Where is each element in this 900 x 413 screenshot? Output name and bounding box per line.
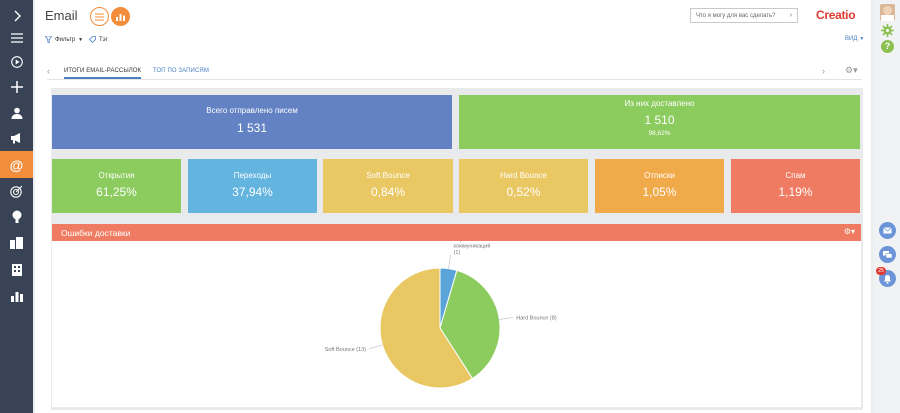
megaphone-icon[interactable]: [0, 125, 33, 150]
metric-tile-hard-bounce[interactable]: Hard Bounce 0,52%: [459, 159, 588, 213]
view-menu-button[interactable]: ВИД ▼: [845, 36, 864, 42]
email-panel-icon[interactable]: [879, 222, 896, 239]
list-icon: [95, 13, 104, 20]
org-icon[interactable]: [0, 230, 33, 255]
building-icon[interactable]: [0, 257, 33, 282]
avatar[interactable]: [880, 4, 895, 21]
metric-tile-clicks[interactable]: Переходы 37,94%: [188, 159, 317, 213]
plus-icon[interactable]: [0, 74, 33, 99]
notifications-badge: 25: [876, 267, 886, 275]
command-search-input[interactable]: Что я могу для вас сделать? ›: [690, 8, 798, 23]
main-content: Email Что я могу для вас сделать? › Crea…: [35, 0, 871, 413]
filter-icon: [45, 36, 52, 43]
chart-header: Ошибки доставки ⚙▾: [52, 224, 861, 241]
metric-label: Переходы: [233, 171, 272, 180]
list-view-button[interactable]: [90, 7, 109, 26]
delivered-label: Из них доставлено: [624, 99, 695, 108]
metric-label: Спам: [785, 171, 806, 180]
bar-chart-icon[interactable]: [0, 283, 33, 308]
chevron-right-icon: ›: [789, 12, 792, 19]
target-icon[interactable]: [0, 179, 33, 204]
pie-label-hard-bounce: Hard Bounce (8): [516, 315, 557, 321]
dashboard-tabs: ‹ ИТОГИ EMAIL-РАССЫЛОК ТОП ПО ЗАПИСЯМ › …: [47, 65, 862, 80]
metric-label: Soft Bounce: [366, 171, 410, 180]
sent-value: 1 531: [236, 121, 268, 135]
filter-label: Фильтр: [55, 36, 76, 43]
metric-value: 61,25%: [96, 185, 137, 199]
metric-value: 1,19%: [778, 185, 813, 199]
pie-slice-soft-bounce[interactable]: [379, 267, 474, 389]
metric-tile-opens[interactable]: Открытия 61,25%: [52, 159, 181, 213]
tag-label: Тэг: [99, 36, 108, 43]
gear-icon[interactable]: [881, 24, 894, 37]
delivered-percent: 98,62%: [648, 130, 671, 137]
tag-icon: [89, 36, 96, 43]
metric-label: Открытия: [98, 171, 135, 180]
sent-tile[interactable]: Всего отправлено писем 1 531: [52, 95, 452, 149]
sent-label: Всего отправлено писем: [206, 106, 298, 115]
delivered-value: 1 510: [644, 113, 675, 127]
analytics-icon: [116, 13, 125, 21]
pie-label-leader: [499, 317, 514, 320]
chat-icon[interactable]: [879, 246, 896, 263]
pie-slice-hard-bounce[interactable]: [439, 269, 501, 380]
tabs-next-icon[interactable]: ›: [822, 66, 825, 76]
menu-icon[interactable]: [0, 25, 33, 50]
play-icon[interactable]: [0, 49, 33, 74]
search-placeholder: Что я могу для вас сделать?: [696, 12, 776, 19]
metric-value: 1,05%: [642, 185, 677, 199]
metric-tile-spam[interactable]: Спам 1,19%: [731, 159, 860, 213]
tabs-prev-icon[interactable]: ‹: [47, 66, 50, 76]
tabs-settings-icon[interactable]: ⚙▾: [845, 65, 858, 75]
metric-label: Отписки: [644, 171, 675, 180]
at-icon[interactable]: @: [0, 151, 33, 178]
chevron-right-icon[interactable]: [0, 3, 33, 28]
pie-chart: Ограничениекоммуникаций(1) Hard Bounce (8…: [325, 241, 557, 389]
pie-label-soft-bounce: Soft Bounce (13): [325, 347, 366, 353]
tab-email-summary[interactable]: ИТОГИ EMAIL-РАССЫЛОК: [64, 68, 142, 79]
tab-top-records[interactable]: ТОП ПО ЗАПИСЯМ: [153, 68, 209, 74]
page-title: Email: [45, 8, 78, 23]
metric-tile-unsubscribes[interactable]: Отписки 1,05%: [595, 159, 724, 213]
caret-down-icon: ▼: [859, 36, 865, 42]
metric-label: Hard Bounce: [500, 171, 547, 180]
metric-tile-soft-bounce[interactable]: Soft Bounce 0,84%: [323, 159, 453, 213]
filter-button[interactable]: Фильтр ▼: [45, 36, 83, 43]
view-label: ВИД: [845, 36, 858, 42]
chart-settings-icon[interactable]: ⚙▾: [843, 227, 855, 236]
chart-title: Ошибки доставки: [61, 228, 131, 238]
pie-label-leader: [368, 344, 383, 350]
delivered-tile[interactable]: Из них доставлено 1 510 98,62%: [459, 95, 860, 149]
metric-value: 37,94%: [232, 185, 273, 199]
tag-button[interactable]: Тэг: [89, 36, 108, 43]
logo: Creatio: [816, 8, 856, 22]
user-icon[interactable]: [0, 100, 33, 125]
right-panel: ? 25: [874, 0, 900, 413]
lightbulb-icon[interactable]: [0, 204, 33, 229]
delivery-errors-card: Ошибки доставки ⚙▾ Ограничениекоммуникац…: [52, 224, 861, 407]
pie-label-leader: [448, 254, 451, 269]
metric-value: 0,52%: [506, 185, 541, 199]
analytics-view-button[interactable]: [111, 7, 130, 26]
left-nav: @: [0, 0, 33, 413]
metric-value: 0,84%: [370, 185, 406, 199]
help-icon[interactable]: ?: [881, 40, 894, 53]
pie-label-communication-limit: Ограничениекоммуникаций(1): [454, 241, 491, 256]
caret-down-icon: ▼: [78, 36, 84, 43]
